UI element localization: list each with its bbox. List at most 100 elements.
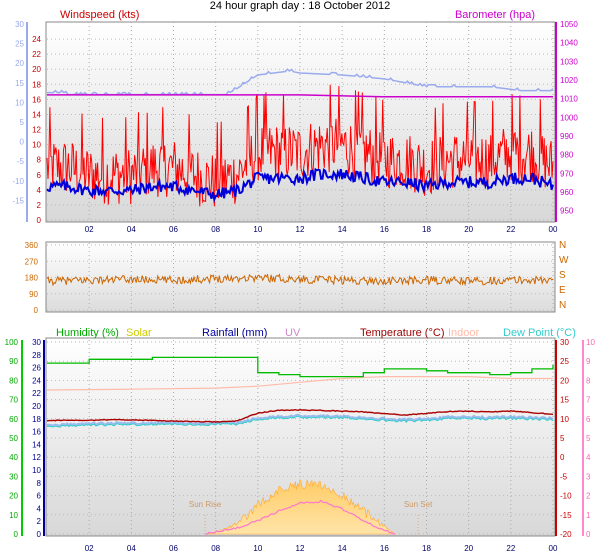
windspeed-axis-label: Windspeed (kts) xyxy=(60,9,139,21)
windspeed-tick-label: 16 xyxy=(32,95,41,104)
humidity-legend: Humidity (%) xyxy=(56,327,119,339)
temperature-tick-label: 20 xyxy=(560,376,569,385)
blue-scale-tick-label: 0 xyxy=(20,138,25,147)
uv-legend: UV xyxy=(285,327,301,339)
rainfall-tick-label: 28 xyxy=(32,351,41,360)
uv-tick-label: 0 xyxy=(586,530,591,539)
rainfall-tick-label: 22 xyxy=(32,389,41,398)
direction-line xyxy=(46,273,554,287)
blue-scale-tick-label: 15 xyxy=(15,79,24,88)
x-tick-label: 02 xyxy=(85,225,94,234)
temperature-tick-label: -10 xyxy=(560,492,572,501)
indoor-line xyxy=(46,376,553,391)
barometer-tick-label: 950 xyxy=(560,207,574,216)
temperature-tick-label: -5 xyxy=(560,472,568,481)
humidity-tick-label: 20 xyxy=(9,492,18,501)
temperature-legend: Temperature (°C) xyxy=(360,327,444,339)
x-tick-label: 22 xyxy=(506,544,515,553)
windspeed-tick-label: 6 xyxy=(37,171,42,180)
uv-tick-label: 1 xyxy=(586,511,591,520)
x-tick-label: 02 xyxy=(85,544,94,553)
direction-degree-tick-labels: 360 270 180 90 0 xyxy=(25,241,39,315)
dewpoint-legend: Dew Point (°C) xyxy=(503,327,576,339)
barometer-tick-label: 960 xyxy=(560,188,574,197)
indoor-legend: Indoor xyxy=(448,327,480,339)
rainfall-tick-label: 14 xyxy=(32,440,41,449)
windspeed-tick-label: 0 xyxy=(37,216,42,225)
temperature-tick-label: 15 xyxy=(560,396,569,405)
direction-panel-grid xyxy=(47,243,554,312)
rainfall-tick-label: 26 xyxy=(32,364,41,373)
temperature-line xyxy=(46,408,554,423)
temperature-panel-series: Sun Rise Sun Set xyxy=(46,356,554,535)
barometer-axis-label: Barometer (hpa) xyxy=(455,9,535,21)
humidity-tick-label: 80 xyxy=(9,376,18,385)
windspeed-tick-label: 22 xyxy=(32,50,41,59)
uv-tick-label: 4 xyxy=(586,453,591,462)
direction-tick-label: 0 xyxy=(34,306,39,315)
temperature-tick-label: 25 xyxy=(560,357,569,366)
x-tick-label: 06 xyxy=(169,225,178,234)
x-tick-label: 18 xyxy=(422,225,431,234)
chart-title: 24 hour graph day : 18 October 2012 xyxy=(210,0,390,12)
humidity-tick-label: 50 xyxy=(9,434,18,443)
direction-panel-background xyxy=(46,242,555,312)
windspeed-tick-label: 4 xyxy=(37,186,42,195)
temperature-panel-tick-labels: 1009080706050403020100302826242220181614… xyxy=(5,338,596,539)
barometer-tick-label: 1050 xyxy=(560,20,578,29)
direction-tick-label: 270 xyxy=(25,257,39,266)
x-tick-label: 16 xyxy=(380,225,389,234)
windspeed-tick-label: 10 xyxy=(32,141,41,150)
barometer-tick-label: 1010 xyxy=(560,95,578,104)
x-tick-label: 14 xyxy=(338,544,347,553)
compass-tick-label: W xyxy=(559,255,569,266)
x-tick-label: 00 xyxy=(549,544,558,553)
compass-tick-label: N xyxy=(559,300,566,311)
compass-tick-label: N xyxy=(559,240,566,251)
temperature-tick-label: 30 xyxy=(560,338,569,347)
sun-rise-label: Sun Rise xyxy=(189,500,222,509)
barometer-tick-label: 1030 xyxy=(560,57,578,66)
x-tick-label: 20 xyxy=(464,225,473,234)
rainfall-tick-label: 20 xyxy=(32,402,41,411)
x-tick-label: 16 xyxy=(380,544,389,553)
windspeed-tick-label: 2 xyxy=(37,201,42,210)
direction-tick-label: 360 xyxy=(25,241,39,250)
windspeed-tick-label: 24 xyxy=(32,35,41,44)
barometer-tick-labels: 1050 1040 1030 1020 1010 1000 990 980 970 960 950 xyxy=(560,20,578,216)
rainfall-tick-label: 24 xyxy=(32,376,41,385)
barometer-tick-label: 990 xyxy=(560,132,574,141)
x-tick-label: 12 xyxy=(296,544,305,553)
wind-panel-x-tick-labels: 02 04 06 08 10 12 14 16 18 20 22 00 xyxy=(85,225,558,234)
wind-gust-line xyxy=(46,84,554,207)
blue-scale-tick-label: 5 xyxy=(20,118,25,127)
rainfall-tick-label: 6 xyxy=(37,492,42,501)
dewpoint-shadow-line xyxy=(46,413,554,427)
x-tick-label: 04 xyxy=(127,225,136,234)
uv-tick-label: 6 xyxy=(586,415,591,424)
x-tick-label: 22 xyxy=(506,225,515,234)
rainfall-tick-label: 2 xyxy=(37,517,42,526)
uv-tick-label: 8 xyxy=(586,376,591,385)
direction-tick-label: 90 xyxy=(29,290,38,299)
blue-scale-tick-label: 20 xyxy=(15,59,24,68)
temperature-tick-label: 0 xyxy=(560,453,565,462)
uv-tick-label: 9 xyxy=(586,357,591,366)
windspeed-tick-label: 18 xyxy=(32,80,41,89)
x-tick-label: 04 xyxy=(127,544,136,553)
rainfall-legend: Rainfall (mm) xyxy=(202,327,267,339)
humidity-tick-label: 40 xyxy=(9,453,18,462)
rainfall-tick-label: 4 xyxy=(37,504,42,513)
humidity-tick-label: 70 xyxy=(9,396,18,405)
direction-series xyxy=(46,273,554,287)
rainfall-tick-label: 0 xyxy=(37,530,42,539)
barometer-line xyxy=(47,94,553,98)
barometer-tick-label: 980 xyxy=(560,151,574,160)
humidity-tick-label: 90 xyxy=(9,357,18,366)
uv-tick-label: 3 xyxy=(586,472,591,481)
dewpoint-line xyxy=(46,415,554,428)
windspeed-tick-label: 12 xyxy=(32,126,41,135)
